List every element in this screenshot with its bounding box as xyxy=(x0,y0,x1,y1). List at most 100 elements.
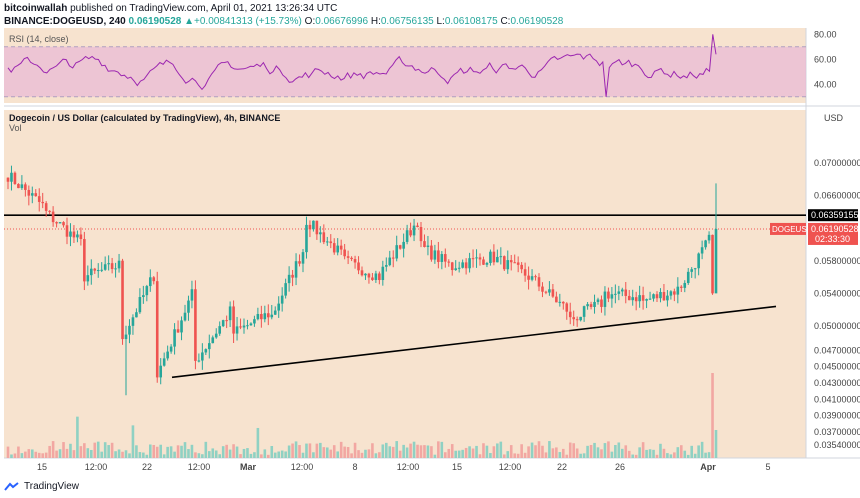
candle-body xyxy=(221,320,225,327)
volume-bar xyxy=(357,450,360,458)
time-tick-label: 12:00 xyxy=(499,462,522,472)
volume-bar xyxy=(659,443,662,458)
volume-bar xyxy=(437,441,440,458)
candle-body xyxy=(690,269,694,272)
volume-bar xyxy=(412,441,416,458)
candle-body xyxy=(405,230,409,242)
volume-bar xyxy=(707,452,711,458)
candle-body xyxy=(44,203,48,211)
volume-bar xyxy=(55,450,58,458)
candle-body xyxy=(346,256,350,258)
volume-bar xyxy=(378,452,381,458)
candle-body xyxy=(447,261,451,263)
candle-body xyxy=(152,277,156,282)
footer-brand[interactable]: TradingView xyxy=(4,481,79,492)
candle-body xyxy=(117,260,121,269)
volume-bar xyxy=(114,451,117,458)
candle-body xyxy=(395,245,399,259)
volume-bar xyxy=(228,449,232,458)
candle-body xyxy=(620,289,624,292)
volume-bar xyxy=(634,454,638,458)
candle-body xyxy=(659,292,662,299)
volume-bar xyxy=(214,450,218,458)
candle-body xyxy=(319,232,322,235)
candle-body xyxy=(471,258,475,260)
candle-body xyxy=(617,291,621,294)
candle-body xyxy=(631,297,635,301)
candle-body xyxy=(273,310,277,315)
volume-bar xyxy=(187,449,190,458)
symbol: BINANCE:DOGEUSD, 240 xyxy=(4,16,126,27)
time-tick-label: 22 xyxy=(142,462,152,472)
volume-bar xyxy=(117,449,121,458)
volume-bar xyxy=(381,444,385,458)
volume-bar xyxy=(204,441,208,458)
candle-body xyxy=(72,231,76,238)
candle-body xyxy=(464,262,468,269)
volume-bar xyxy=(468,446,471,458)
volume-bar xyxy=(433,454,437,458)
volume-bar xyxy=(457,450,461,458)
candle-body xyxy=(155,281,159,378)
volume-bar xyxy=(596,447,600,458)
time-tick-label: 12:00 xyxy=(188,462,211,472)
volume-bar xyxy=(79,446,83,458)
volume-bar xyxy=(603,443,607,458)
volume-bar xyxy=(207,451,211,458)
volume-bar xyxy=(638,447,641,458)
candle-body xyxy=(686,271,690,283)
candle-body xyxy=(676,286,680,295)
volume-bar xyxy=(58,449,62,458)
candle-body xyxy=(468,258,471,269)
open-value: 0.06676996 xyxy=(315,16,369,27)
candle-body xyxy=(475,257,478,259)
symbol-tag-label: DOGEUSD xyxy=(772,225,813,234)
volume-bar xyxy=(620,448,624,458)
publisher-name[interactable]: bitcoinwallah xyxy=(4,3,68,14)
candle-body xyxy=(662,292,666,301)
volume-bar xyxy=(551,448,555,458)
rsi-title: RSI (14, close) xyxy=(9,34,69,44)
candle-body xyxy=(339,245,343,250)
candle-body xyxy=(37,196,41,202)
candle-body xyxy=(624,289,628,296)
candle-body xyxy=(579,316,582,321)
volume-bar xyxy=(350,453,353,458)
volume-bar xyxy=(371,443,374,458)
volume-bar xyxy=(360,452,364,458)
volume-bar xyxy=(645,449,648,458)
volume-bar xyxy=(312,452,315,458)
candle-body xyxy=(423,241,426,248)
volume-bar xyxy=(405,447,409,458)
candle-body xyxy=(294,261,298,278)
candle-body xyxy=(315,220,319,235)
price-tick-label: 0.04100000 xyxy=(814,394,860,404)
time-tick-label: 22 xyxy=(557,462,567,472)
candle-body xyxy=(107,263,110,265)
candle-body xyxy=(482,259,485,265)
price-tick-label: 0.04300000 xyxy=(814,378,860,388)
candle-body xyxy=(596,299,600,302)
volume-bar xyxy=(409,443,412,458)
time-tick-label: 26 xyxy=(615,462,625,472)
candle-body xyxy=(197,360,201,362)
candle-body xyxy=(13,172,17,185)
candle-body xyxy=(246,325,249,327)
candle-body xyxy=(298,261,301,264)
volume-bar xyxy=(374,453,378,458)
candle-body xyxy=(169,346,173,352)
volume-bar xyxy=(489,453,492,458)
candle-body xyxy=(527,275,530,280)
candle-body xyxy=(242,325,246,328)
volume-bar xyxy=(253,452,256,458)
volume-bar xyxy=(537,441,541,458)
publish-line: bitcoinwallah published on TradingView.c… xyxy=(4,3,337,14)
candle-body xyxy=(648,298,652,300)
candle-body xyxy=(162,358,166,366)
last-price-tag xyxy=(808,222,858,245)
volume-bar xyxy=(499,441,503,458)
time-tick-label: Apr xyxy=(700,462,716,472)
volume-bar xyxy=(107,445,110,458)
volume-bar xyxy=(419,445,423,458)
